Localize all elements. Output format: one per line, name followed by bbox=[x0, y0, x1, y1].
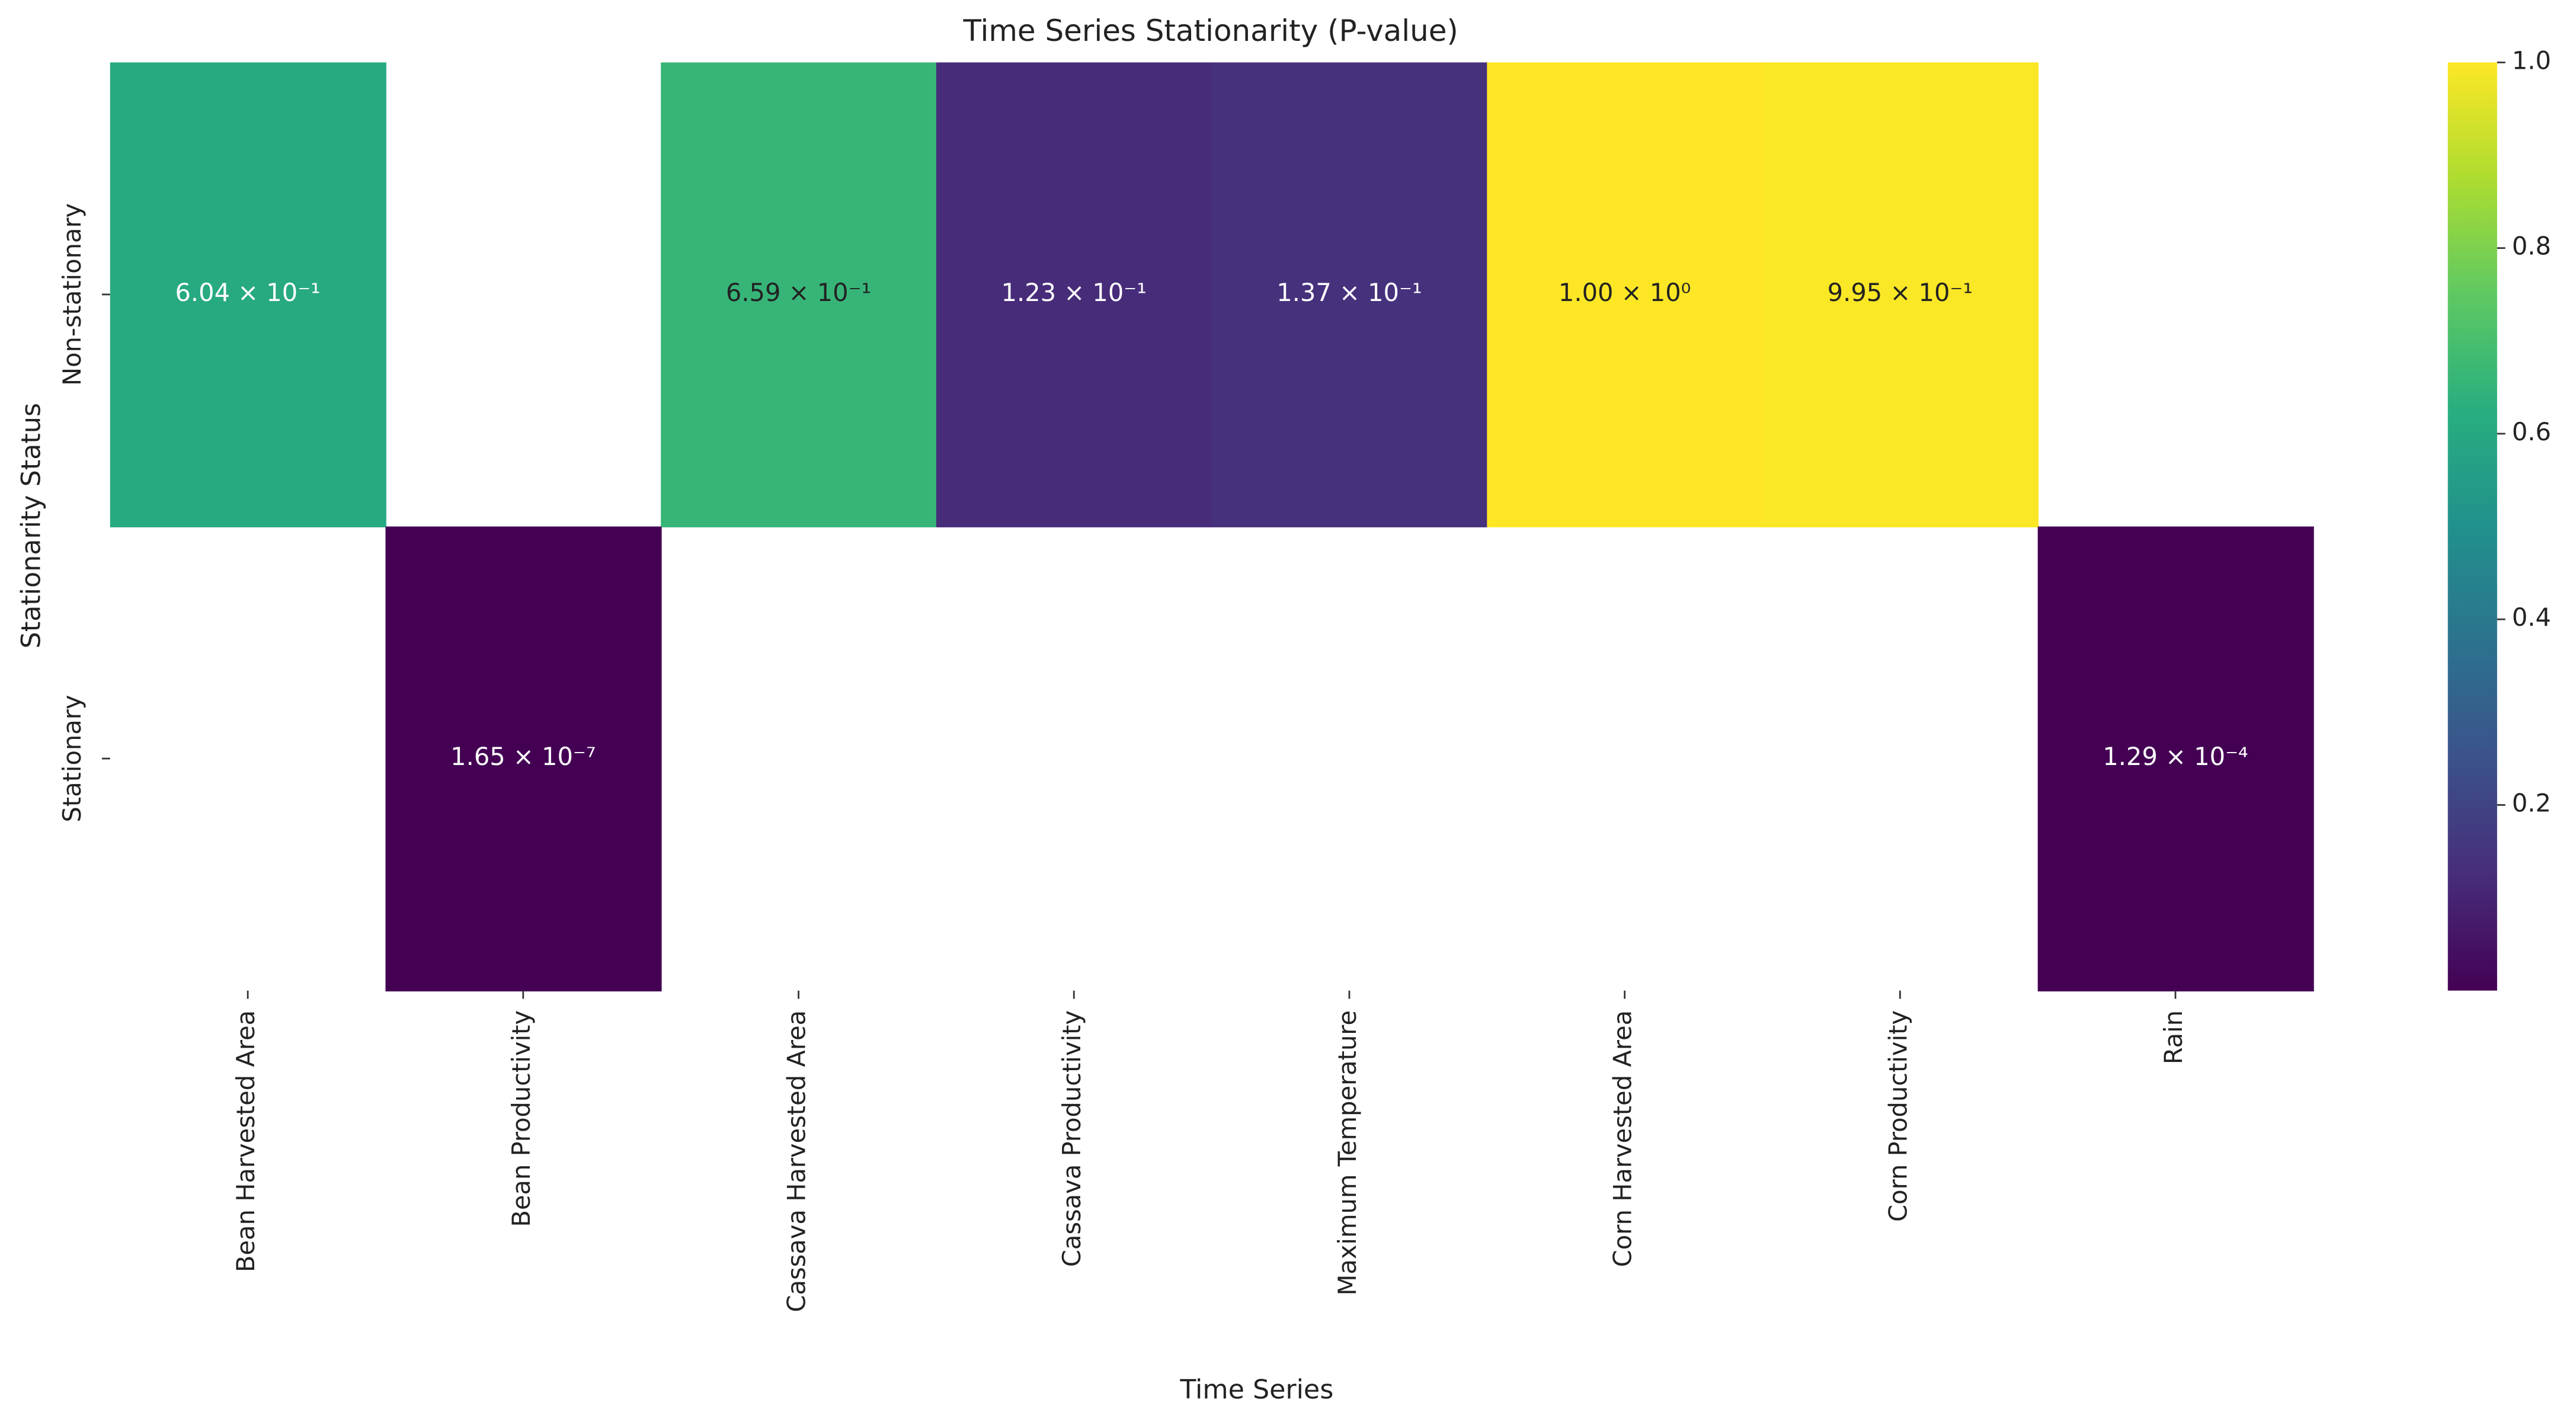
heatmap-cell bbox=[385, 526, 662, 992]
heatmap-cell bbox=[2037, 526, 2314, 992]
value-label: 1.00 × 10⁰ bbox=[1559, 278, 1691, 307]
colorbar bbox=[2447, 62, 2497, 991]
x-tick-label: Cassava Productivity bbox=[1057, 1010, 1086, 1267]
value-label: 1.65 × 10⁻⁷ bbox=[450, 742, 596, 771]
value-label: 9.95 × 10⁻¹ bbox=[1828, 278, 1973, 307]
x-tick-label: Bean Productivity bbox=[507, 1010, 536, 1227]
value-label: 1.23 × 10⁻¹ bbox=[1001, 278, 1147, 307]
x-tick-label: Maximum Temperature bbox=[1333, 1010, 1362, 1295]
y-tick-label: Non-stationary bbox=[57, 203, 87, 386]
value-label: 1.37 × 10⁻¹ bbox=[1276, 278, 1422, 307]
colorbar-tick-label: 1.0 bbox=[2512, 46, 2551, 75]
x-tick-label: Corn Harvested Area bbox=[1608, 1010, 1637, 1267]
value-label: 6.59 × 10⁻¹ bbox=[726, 278, 871, 307]
colorbar-tick-label: 0.8 bbox=[2512, 232, 2551, 261]
colorbar-tick-label: 0.6 bbox=[2512, 417, 2551, 446]
heatmap-cell bbox=[1211, 62, 1488, 527]
chart-title: Time Series Stationarity (P-value) bbox=[963, 14, 1458, 48]
colorbar-tick-label: 0.4 bbox=[2512, 603, 2551, 632]
x-tick-label: Rain bbox=[2159, 1010, 2188, 1064]
heatmap-cell bbox=[936, 62, 1212, 527]
y-tick-label: Stationary bbox=[57, 695, 87, 822]
heatmap-cell bbox=[1762, 62, 2039, 527]
value-label: 1.29 × 10⁻⁴ bbox=[2103, 742, 2248, 771]
heatmap-cell bbox=[110, 62, 386, 527]
x-axis-label: Time Series bbox=[1179, 1375, 1333, 1405]
colorbar-tick-label: 0.2 bbox=[2512, 788, 2551, 817]
x-tick-label: Corn Productivity bbox=[1883, 1010, 1912, 1222]
heatmap-cell bbox=[661, 62, 937, 527]
heatmap-cell bbox=[1487, 62, 1764, 527]
value-label: 6.04 × 10⁻¹ bbox=[175, 278, 320, 307]
y-axis-label: Stationarity Status bbox=[16, 403, 46, 648]
x-tick-label: Bean Harvested Area bbox=[231, 1010, 260, 1272]
x-tick-label: Cassava Harvested Area bbox=[782, 1010, 811, 1312]
